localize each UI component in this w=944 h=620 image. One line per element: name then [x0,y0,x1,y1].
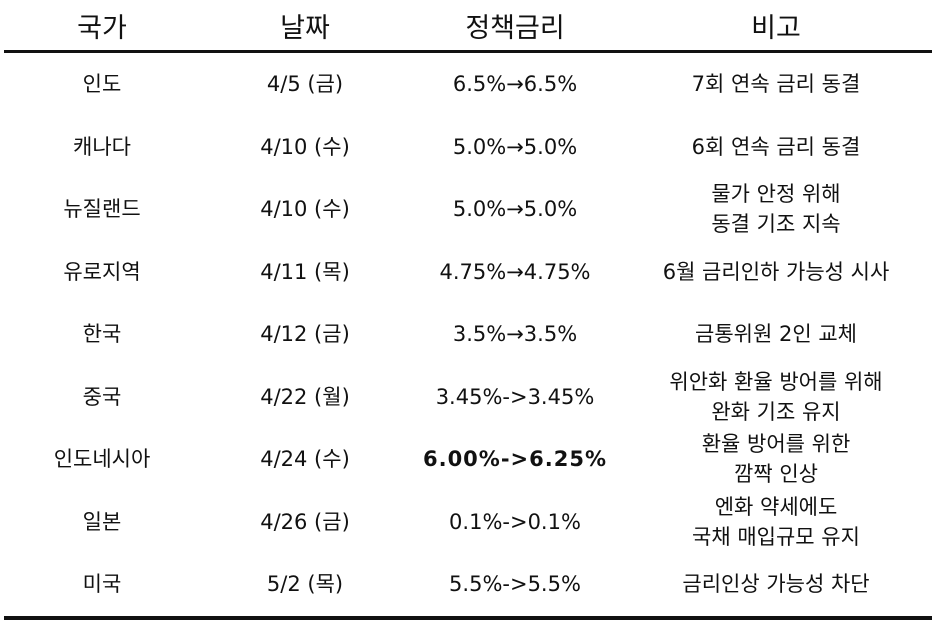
cell-country: 일본 [82,509,122,534]
cell-date: 4/12 (금) [260,322,350,347]
cell-date: 4/11 (목) [260,259,350,284]
cell-country: 인도 [82,72,122,97]
table-row-highlight: 인도네시아 4/24 (수) 6.00%->6.25% 환율 방어를 위한 깜짝… [4,428,932,491]
policy-rate-table: 국가 날짜 정책금리 비고 인도 4/5 (금) 6.5%→6.5% 7회 연속… [4,0,932,620]
cell-note: 환율 방어를 위한 깜짝 인상 [620,428,932,491]
note-line: 7회 연속 금리 동결 [691,72,861,97]
cell-date: 4/10 (수) [260,134,350,159]
cell-note: 금리인상 가능성 차단 [620,553,932,620]
cell-rate: 3.5%→3.5% [452,322,578,347]
cell-note: 물가 안정 위해 동결 기조 지속 [620,178,932,241]
table-row: 미국 5/2 (목) 5.5%->5.5% 금리인상 가능성 차단 [4,553,932,620]
cell-date: 5/2 (목) [200,553,410,620]
cell-rate: 5.0%→5.0% [452,197,578,222]
table-header: 국가 날짜 정책금리 비고 [4,0,932,53]
note-line: 6회 연속 금리 동결 [691,134,861,159]
note-line: 위안화 환율 방어를 위해 [669,369,883,394]
cell-rate: 4.75%→4.75% [439,259,591,284]
note-line: 동결 기조 지속 [711,212,841,237]
cell-rate: 6.5%→6.5% [452,72,578,97]
note-line: 환율 방어를 위한 [701,432,851,457]
table-row: 캐나다 4/10 (수) 5.0%→5.0% 6회 연속 금리 동결 [4,116,932,179]
cell-date: 4/22 (월) [260,384,350,409]
header-row: 국가 날짜 정책금리 비고 [4,0,932,53]
cell-note: 위안화 환율 방어를 위해 완화 기조 유지 [620,366,932,429]
cell-country: 한국 [82,322,122,347]
table-body: 인도 4/5 (금) 6.5%→6.5% 7회 연속 금리 동결 캐나다 4/1… [4,52,932,620]
cell-date: 4/24 (수) [260,447,350,472]
cell-rate: 5.0%→5.0% [452,134,578,159]
cell-country: 유로지역 [63,259,141,284]
cell-date: 4/10 (수) [260,197,350,222]
note-line: 완화 기조 유지 [711,399,841,424]
cell-rate: 0.1%->0.1% [449,509,581,534]
table-row: 인도 4/5 (금) 6.5%→6.5% 7회 연속 금리 동결 [4,52,932,116]
cell-rate: 3.45%->3.45% [435,384,595,409]
table-row: 뉴질랜드 4/10 (수) 5.0%→5.0% 물가 안정 위해 동결 기조 지… [4,178,932,241]
note-line: 물가 안정 위해 [711,182,841,207]
table-row: 중국 4/22 (월) 3.45%->3.45% 위안화 환율 방어를 위해 완… [4,366,932,429]
cell-date: 4/5 (금) [266,72,344,97]
note-line: 금리인상 가능성 차단 [682,572,870,597]
cell-note: 금통위원 2인 교체 [620,303,932,366]
note-line: 6월 금리인하 가능성 시사 [662,259,890,284]
cell-country: 뉴질랜드 [63,197,141,222]
cell-country: 캐나다 [73,134,131,159]
header-country: 국가 [4,0,200,53]
cell-country: 인도네시아 [53,447,151,472]
cell-country: 중국 [82,384,122,409]
cell-rate-bold: 6.00%->6.25% [422,447,608,472]
cell-note: 6회 연속 금리 동결 [620,116,932,179]
table-row: 일본 4/26 (금) 0.1%->0.1% 엔화 약세에도 국채 매입규모 유… [4,491,932,554]
note-line: 깜짝 인상 [734,462,818,487]
table-row: 한국 4/12 (금) 3.5%→3.5% 금통위원 2인 교체 [4,303,932,366]
header-rate: 정책금리 [410,0,620,53]
header-date: 날짜 [200,0,410,53]
note-line: 국채 매입규모 유지 [692,524,860,549]
cell-note: 7회 연속 금리 동결 [620,52,932,116]
cell-date: 4/26 (금) [260,509,350,534]
header-note: 비고 [620,0,932,53]
cell-note: 엔화 약세에도 국채 매입규모 유지 [620,491,932,554]
table-row: 유로지역 4/11 (목) 4.75%→4.75% 6월 금리인하 가능성 시사 [4,241,932,304]
cell-country: 미국 [4,553,200,620]
note-line: 금통위원 2인 교체 [695,322,857,347]
cell-rate: 5.5%->5.5% [410,553,620,620]
note-line: 엔화 약세에도 [714,494,838,519]
cell-note: 6월 금리인하 가능성 시사 [620,241,932,304]
